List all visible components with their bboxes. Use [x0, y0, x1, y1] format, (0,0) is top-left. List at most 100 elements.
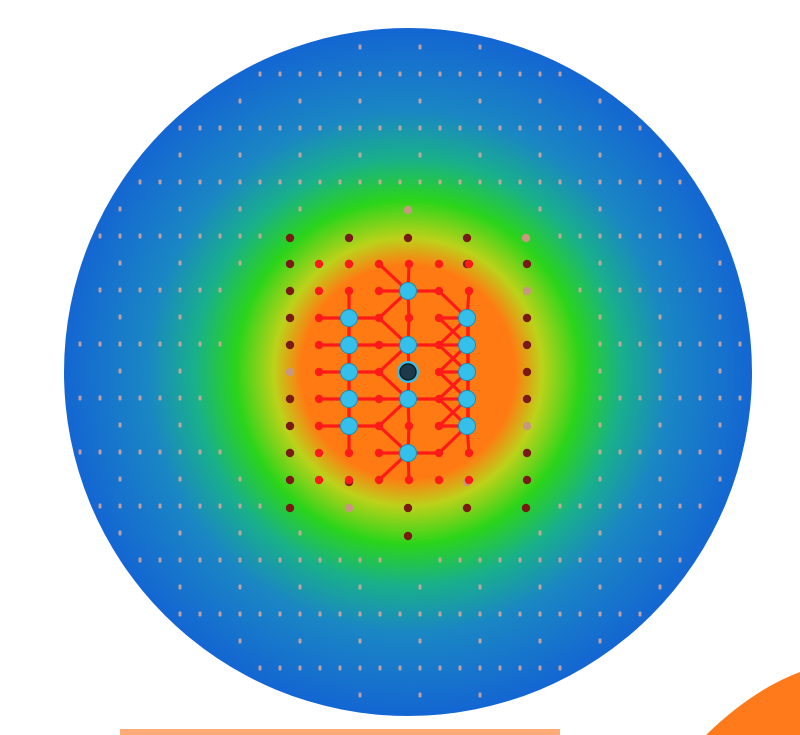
outer-lattice-point [478, 152, 482, 158]
boundary-atom [522, 313, 532, 323]
outer-lattice-point [258, 233, 262, 239]
outer-lattice-point [98, 449, 102, 455]
outer-lattice-point [698, 395, 702, 401]
boundary-atom [522, 286, 532, 296]
outer-lattice-point [138, 179, 142, 185]
oxygen-atom [344, 259, 354, 269]
oxygen-atom [344, 448, 354, 458]
outer-lattice-point [158, 287, 162, 293]
boundary-atom [285, 475, 295, 485]
outer-lattice-point [458, 611, 462, 617]
outer-lattice-point [238, 611, 242, 617]
outer-lattice-point [298, 557, 302, 563]
oxygen-atom [434, 448, 444, 458]
outer-lattice-point [598, 287, 602, 293]
outer-lattice-point [358, 584, 362, 590]
outer-lattice-point [578, 179, 582, 185]
outer-lattice-point [678, 395, 682, 401]
outer-lattice-point [658, 584, 662, 590]
outer-lattice-point [518, 179, 522, 185]
outer-lattice-point [618, 503, 622, 509]
outer-lattice-point [478, 557, 482, 563]
outer-lattice-point [358, 71, 362, 77]
oxygen-atom [434, 313, 444, 323]
outer-lattice-point [458, 557, 462, 563]
outer-lattice-point [638, 449, 642, 455]
outer-lattice-point [98, 287, 102, 293]
outer-lattice-point [598, 449, 602, 455]
oxygen-atom [434, 394, 444, 404]
outer-lattice-point [618, 341, 622, 347]
outer-lattice-point [718, 395, 722, 401]
outer-lattice-point [258, 179, 262, 185]
oxygen-atom [374, 313, 384, 323]
outer-lattice-point [498, 611, 502, 617]
oxygen-atom [314, 394, 324, 404]
outer-lattice-point [198, 503, 202, 509]
outer-lattice-point [238, 206, 242, 212]
outer-lattice-point [438, 665, 442, 671]
oxygen-atom [314, 286, 324, 296]
outer-lattice-point [118, 368, 122, 374]
outer-lattice-point [718, 476, 722, 482]
outer-lattice-point [658, 449, 662, 455]
metal-atom [399, 336, 417, 354]
outer-lattice-point [538, 71, 542, 77]
boundary-atom [285, 313, 295, 323]
outer-lattice-point [218, 341, 222, 347]
outer-lattice-point [118, 503, 122, 509]
outer-lattice-point [278, 611, 282, 617]
outer-lattice-point [278, 665, 282, 671]
boundary-atom-ring [285, 205, 532, 541]
outer-lattice-point [458, 179, 462, 185]
outer-lattice-point [98, 341, 102, 347]
oxygen-atom [464, 259, 474, 269]
boundary-atom [522, 394, 532, 404]
outer-lattice-point [138, 503, 142, 509]
outer-lattice-point [278, 71, 282, 77]
outer-lattice-point [598, 314, 602, 320]
outer-lattice-point [78, 395, 82, 401]
outer-lattice-point [338, 125, 342, 131]
oxygen-atom [314, 367, 324, 377]
oxygen-atom [344, 286, 354, 296]
outer-lattice-point [478, 611, 482, 617]
outer-lattice-point [118, 206, 122, 212]
outer-lattice-point [418, 125, 422, 131]
outer-lattice-point [538, 638, 542, 644]
outer-lattice-point [658, 287, 662, 293]
outer-lattice-point [178, 341, 182, 347]
outer-lattice-point [338, 71, 342, 77]
outer-lattice-point [598, 206, 602, 212]
outer-lattice-point [358, 557, 362, 563]
outer-lattice-point [578, 287, 582, 293]
outer-lattice-point [178, 287, 182, 293]
outer-lattice-point [198, 395, 202, 401]
outer-lattice-point [298, 125, 302, 131]
metal-atom [399, 444, 417, 462]
outer-lattice-point [618, 611, 622, 617]
outer-lattice-point [118, 233, 122, 239]
outer-lattice-point [718, 260, 722, 266]
oxygen-atom [314, 475, 324, 485]
outer-lattice-point [218, 557, 222, 563]
metal-atom [458, 363, 476, 381]
outer-lattice-point [198, 287, 202, 293]
outer-lattice-point [298, 152, 302, 158]
boundary-atom [285, 259, 295, 269]
outer-lattice-point [398, 179, 402, 185]
outer-lattice-point [118, 260, 122, 266]
outer-lattice-point [378, 611, 382, 617]
outer-lattice-point [498, 71, 502, 77]
oxygen-atom [434, 340, 444, 350]
outer-lattice-point [218, 287, 222, 293]
outer-lattice-point [418, 611, 422, 617]
outer-lattice-point [678, 449, 682, 455]
outer-lattice-point [498, 179, 502, 185]
oxygen-atom [314, 448, 324, 458]
outer-lattice-point [498, 557, 502, 563]
outer-lattice-point [298, 584, 302, 590]
outer-lattice-point [618, 179, 622, 185]
outer-lattice-point [598, 260, 602, 266]
outer-lattice-point [658, 557, 662, 563]
